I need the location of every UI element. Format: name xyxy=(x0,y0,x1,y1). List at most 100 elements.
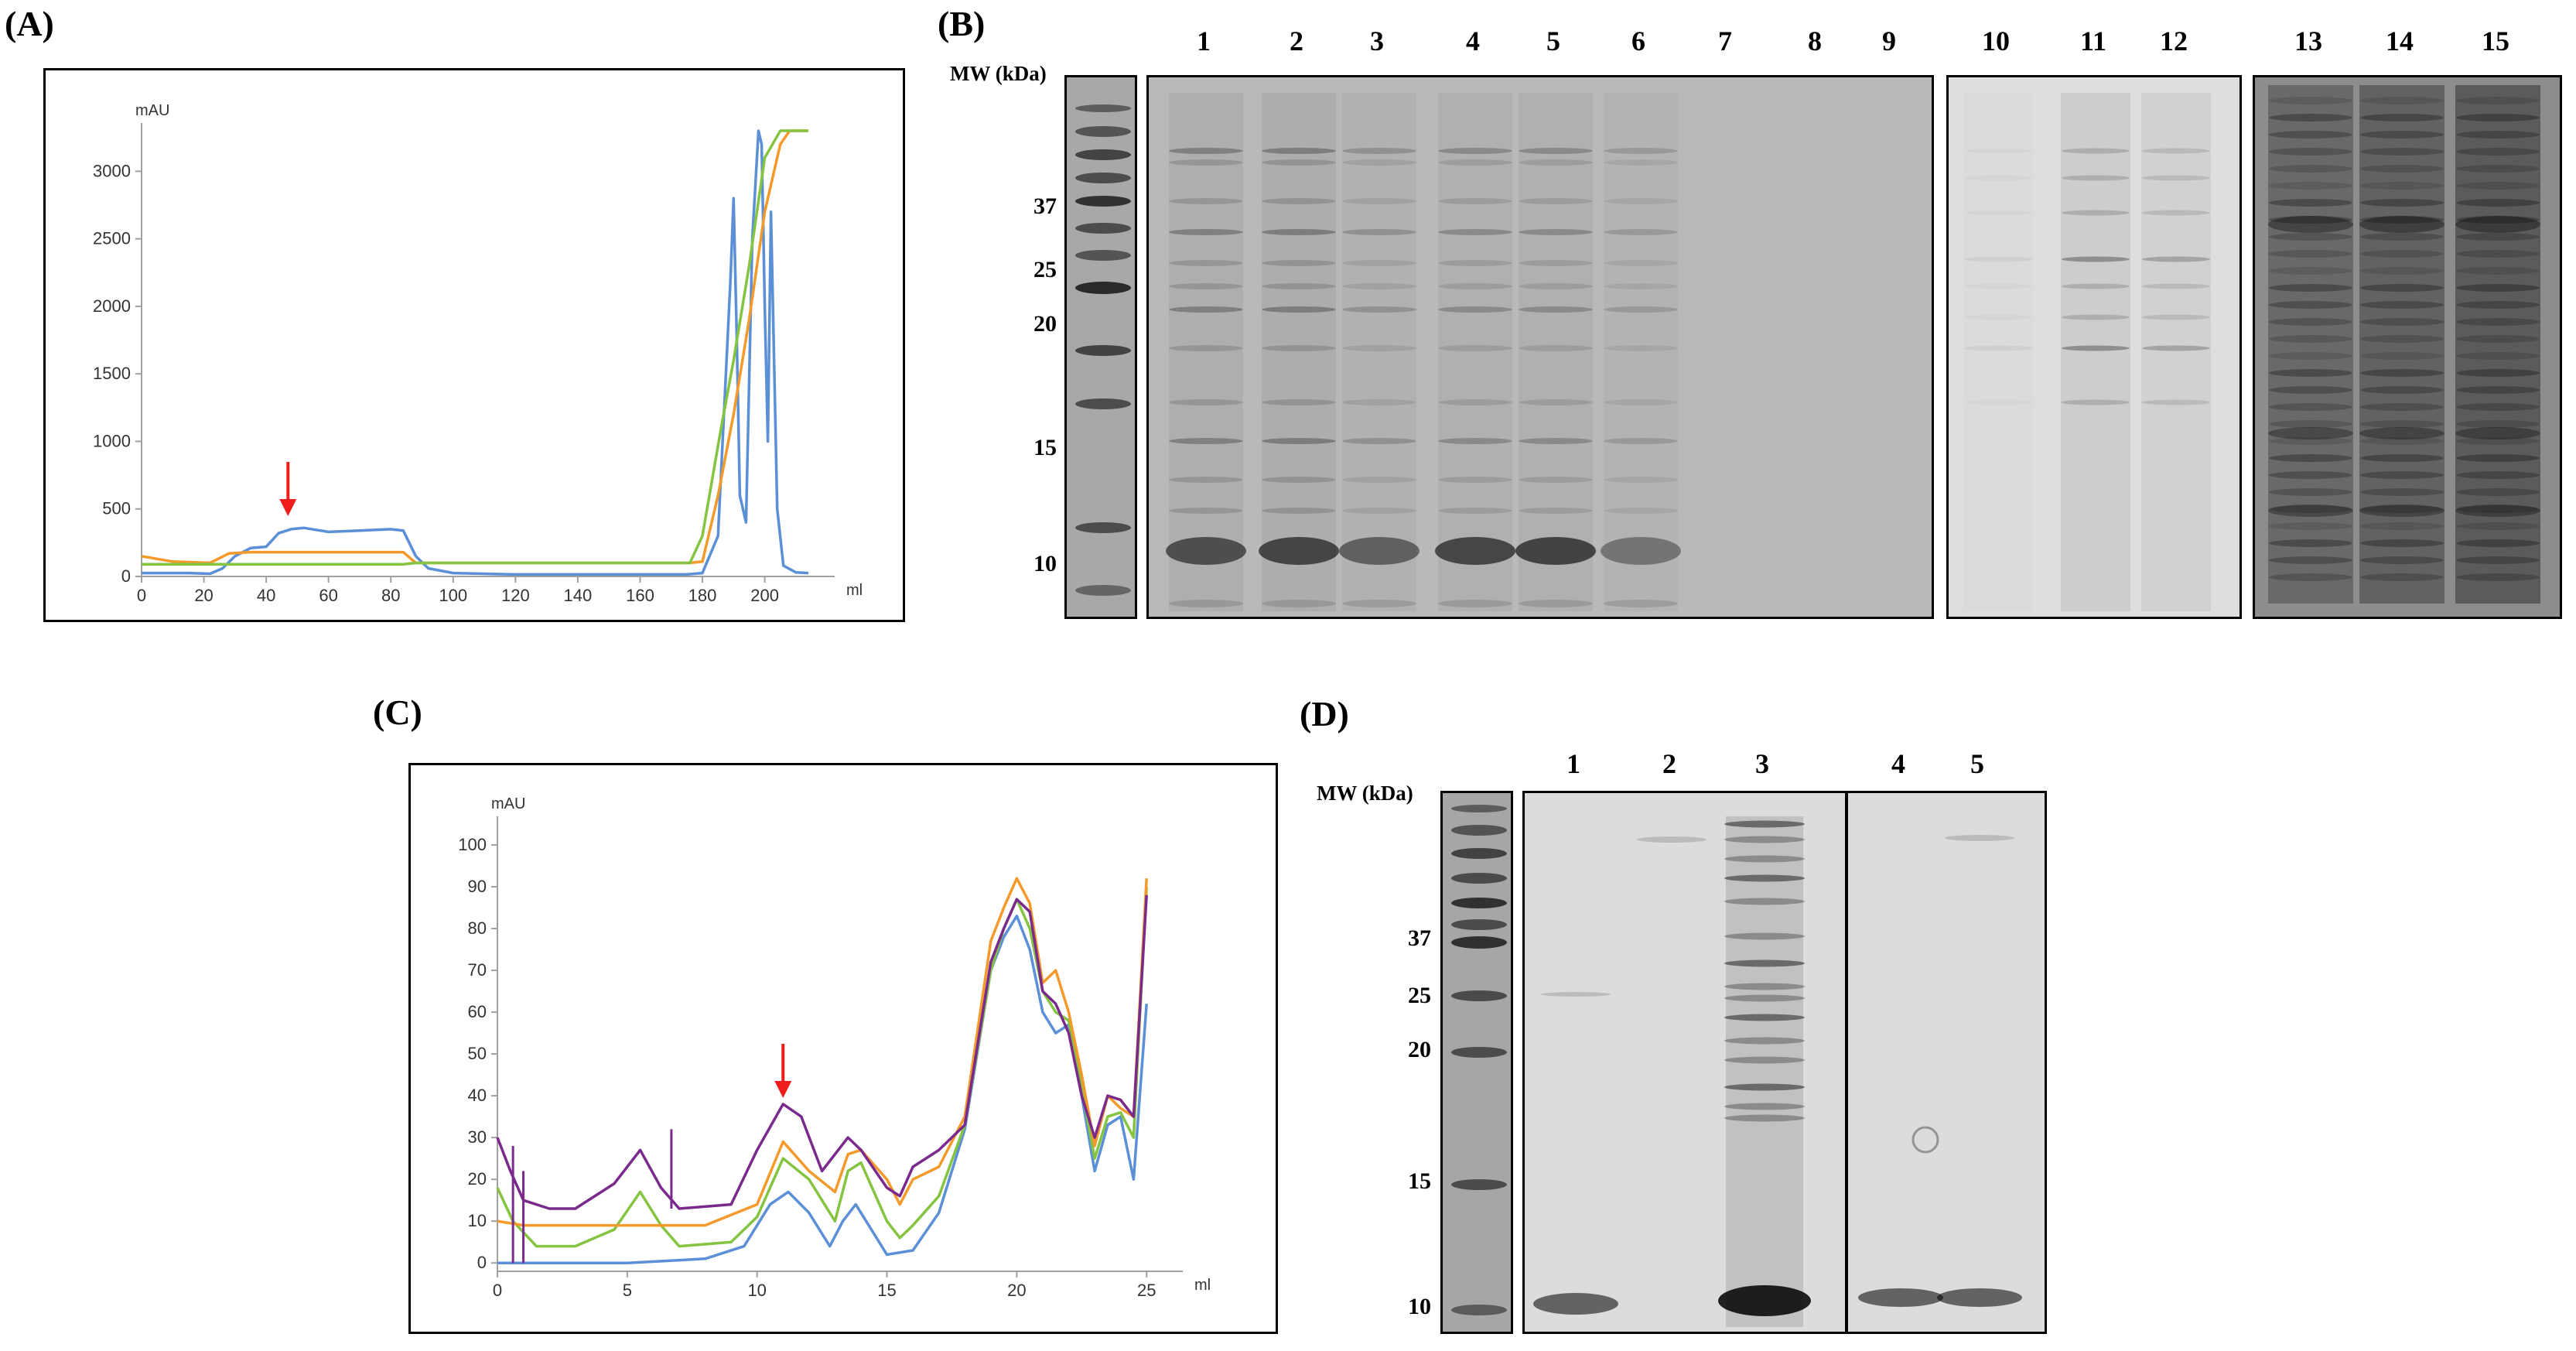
x-tick-label: 120 xyxy=(501,586,530,605)
gel-band xyxy=(1438,399,1512,405)
gel-band xyxy=(1637,836,1707,843)
gel-band xyxy=(2269,539,2352,547)
ladder-band xyxy=(1075,223,1131,234)
ladder-band xyxy=(1075,250,1131,261)
gel-smear xyxy=(2141,93,2211,611)
gel-smear xyxy=(1262,93,1336,611)
series-line-1 xyxy=(497,915,1148,1264)
gel-band xyxy=(1438,148,1512,154)
gel-band xyxy=(1438,229,1512,235)
gel-band xyxy=(1169,229,1243,235)
gel-b-lane-number: 14 xyxy=(2386,26,2414,56)
gel-band xyxy=(2360,114,2444,121)
gel-band xyxy=(1169,477,1243,483)
gel-band xyxy=(1262,148,1336,154)
gel-b-lane-number: 7 xyxy=(1718,26,1732,56)
peak-arrow-head xyxy=(279,499,297,516)
gel-band xyxy=(1945,835,2014,841)
gel-band xyxy=(2360,420,2444,428)
gel-b-mw-tick: 10 xyxy=(1033,551,1057,576)
gel-band xyxy=(1262,283,1336,289)
gel-band xyxy=(2269,182,2352,190)
panel-label-b: (B) xyxy=(938,4,986,43)
x-tick-label: 20 xyxy=(1007,1281,1026,1300)
x-tick-label: 20 xyxy=(194,586,213,605)
gel-band xyxy=(1519,283,1593,289)
gel-band xyxy=(2062,210,2130,216)
gel-band xyxy=(2142,345,2210,351)
gel-d-mw-tick: 37 xyxy=(1408,925,1431,951)
gel-band xyxy=(2456,471,2540,479)
series-line-1 xyxy=(142,129,809,576)
gel-band xyxy=(2142,210,2210,216)
gel-band xyxy=(2269,556,2352,564)
x-tick-label: 15 xyxy=(877,1281,896,1300)
gel-band xyxy=(2456,131,2540,139)
ladder-band xyxy=(1075,522,1131,533)
gel-band xyxy=(1601,537,1681,565)
gel-band xyxy=(1169,508,1243,514)
gel-band xyxy=(2456,420,2540,428)
gel-b-lane-number: 10 xyxy=(1982,26,2010,56)
gel-band xyxy=(1533,1293,1618,1315)
x-tick-label: 140 xyxy=(564,586,593,605)
gel-band xyxy=(2456,505,2540,513)
gel-band xyxy=(2269,216,2352,224)
gel-band xyxy=(1342,399,1416,405)
gel-band xyxy=(2456,539,2540,547)
gel-band xyxy=(1342,198,1416,204)
y-axis-label: mAU xyxy=(135,102,169,119)
gel-band xyxy=(2456,522,2540,530)
gel-band xyxy=(2360,267,2444,275)
gel-band xyxy=(1519,399,1593,405)
gel-band xyxy=(1169,399,1243,405)
x-tick-label: 5 xyxy=(623,1281,632,1300)
x-tick-label: 0 xyxy=(493,1281,502,1300)
ladder-band xyxy=(1075,126,1131,137)
gel-band xyxy=(1724,1056,1805,1064)
gel-band xyxy=(2360,182,2444,190)
y-tick-label: 70 xyxy=(468,960,487,980)
gel-band xyxy=(2456,233,2540,241)
gel-band xyxy=(2359,427,2444,440)
gel-d-lane-number: 5 xyxy=(1970,748,1984,779)
gel-d-mw-tick: 15 xyxy=(1408,1168,1431,1194)
gel-band xyxy=(2456,250,2540,258)
gel-band xyxy=(1724,836,1805,843)
ladder-band xyxy=(1451,936,1507,949)
gel-b-lane-number: 11 xyxy=(2079,26,2106,56)
gel-band xyxy=(1519,477,1593,483)
gel-band xyxy=(2269,250,2352,258)
gel-b-mw-tick: 25 xyxy=(1033,257,1057,282)
y-tick-label: 20 xyxy=(468,1169,487,1189)
gel-b-lane-number: 8 xyxy=(1808,26,1822,56)
gel-band xyxy=(2269,114,2352,121)
gel-d-mw-tick: 20 xyxy=(1408,1037,1431,1062)
gel-b-mw-tick: 20 xyxy=(1033,311,1057,337)
y-tick-label: 40 xyxy=(468,1086,487,1105)
ladder-band xyxy=(1451,1179,1507,1190)
chromatogram-a-frame: 0 500 1000 1500 2000 2500 3000 0 20 40 60 80 100 120 1… xyxy=(43,68,905,622)
gel-band xyxy=(2269,403,2352,411)
x-tick-label: 40 xyxy=(257,586,275,605)
gel-smear xyxy=(1963,93,2033,611)
gel-band xyxy=(2455,504,2540,517)
gel-band xyxy=(2269,301,2352,309)
gel-band xyxy=(1262,260,1336,266)
gel-b-lane-number: 6 xyxy=(1631,26,1645,56)
gel-band xyxy=(2360,471,2444,479)
gel-band xyxy=(2456,454,2540,462)
gel-band xyxy=(1262,438,1336,444)
x-tick-label: 0 xyxy=(137,586,146,605)
gel-band xyxy=(2268,427,2353,440)
ladder-band xyxy=(1075,585,1131,596)
gel-band xyxy=(2062,283,2130,289)
gel-band xyxy=(1515,537,1596,565)
gel-band xyxy=(2456,148,2540,156)
gel-band xyxy=(2360,505,2444,513)
gel-band xyxy=(1519,260,1593,266)
gel-band xyxy=(2456,556,2540,564)
gel-band xyxy=(2360,556,2444,564)
gel-band xyxy=(1604,438,1678,444)
series-line-3 xyxy=(497,877,1148,1227)
